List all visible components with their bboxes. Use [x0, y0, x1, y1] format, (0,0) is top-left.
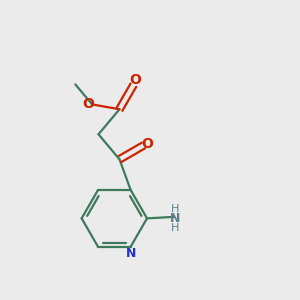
Text: O: O: [129, 74, 141, 87]
Text: H: H: [171, 224, 179, 233]
Text: N: N: [126, 247, 136, 260]
Text: O: O: [82, 97, 94, 111]
Text: H: H: [171, 205, 179, 214]
Text: O: O: [142, 137, 153, 151]
Text: N: N: [170, 212, 181, 225]
